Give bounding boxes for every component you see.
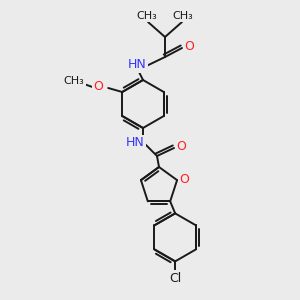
Text: CH₃: CH₃ — [136, 11, 158, 21]
Text: HN: HN — [128, 58, 146, 71]
Text: CH₃: CH₃ — [172, 11, 194, 21]
Text: CH₃: CH₃ — [64, 76, 85, 86]
Text: O: O — [179, 172, 189, 186]
Text: Cl: Cl — [169, 272, 181, 285]
Text: O: O — [93, 80, 103, 94]
Text: HN: HN — [126, 136, 144, 149]
Text: O: O — [184, 40, 194, 52]
Text: O: O — [176, 140, 186, 152]
